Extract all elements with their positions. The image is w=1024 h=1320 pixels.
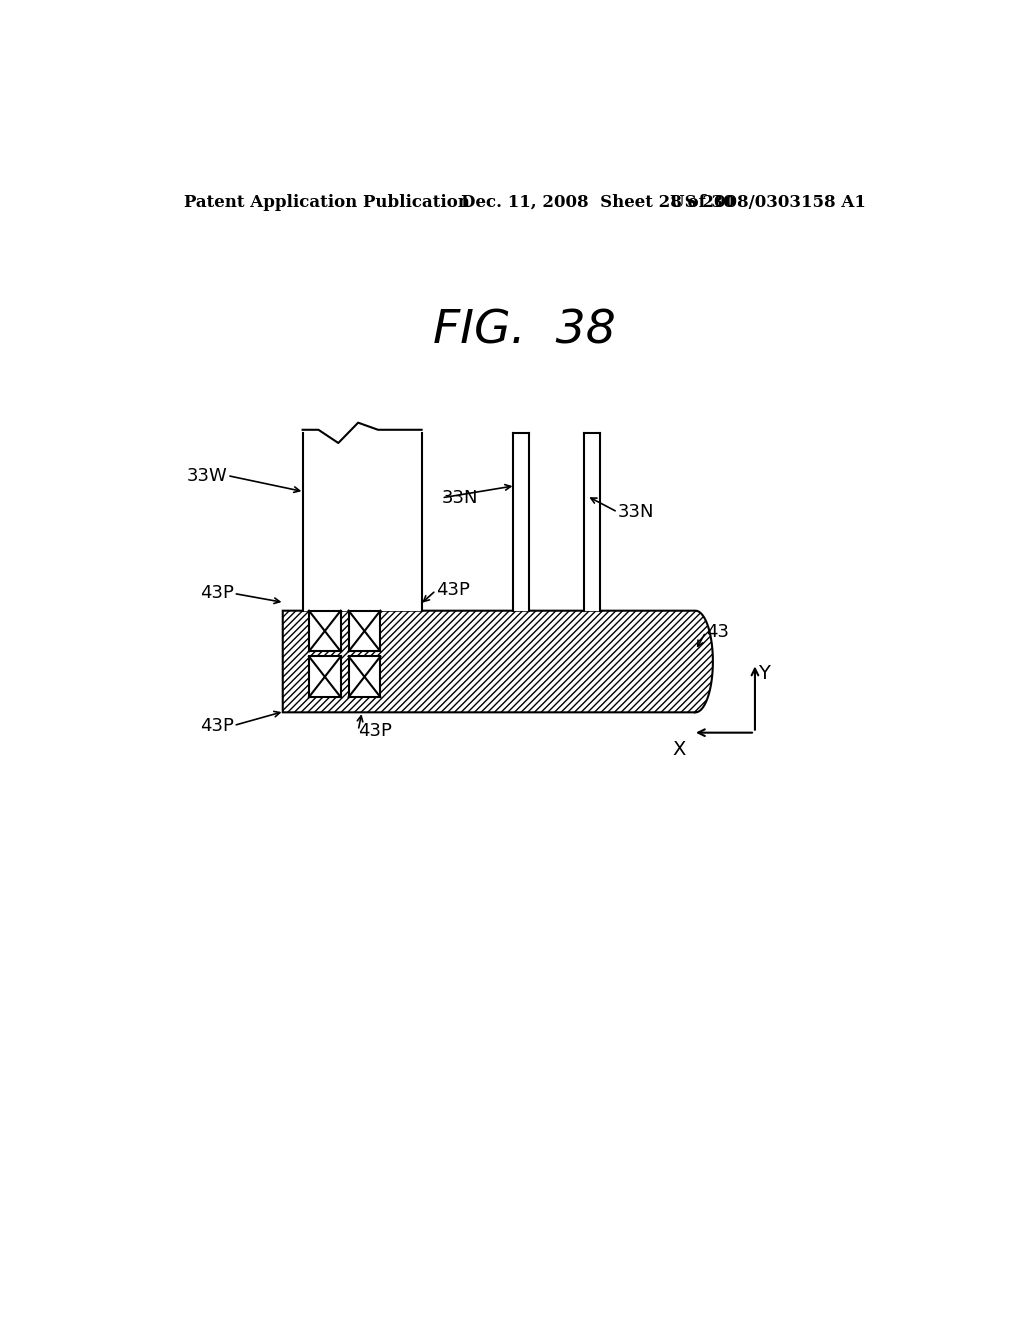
Polygon shape bbox=[309, 656, 341, 697]
Text: US 2008/0303158 A1: US 2008/0303158 A1 bbox=[670, 194, 866, 211]
Polygon shape bbox=[309, 611, 341, 651]
Text: 33W: 33W bbox=[186, 466, 227, 484]
Polygon shape bbox=[585, 433, 600, 611]
Text: 33N: 33N bbox=[441, 488, 478, 507]
Polygon shape bbox=[348, 656, 380, 697]
Text: 43: 43 bbox=[706, 623, 729, 642]
Text: 33N: 33N bbox=[617, 503, 654, 521]
Polygon shape bbox=[283, 611, 713, 713]
Text: Dec. 11, 2008  Sheet 28 of 30: Dec. 11, 2008 Sheet 28 of 30 bbox=[461, 194, 735, 211]
Polygon shape bbox=[513, 433, 528, 611]
Text: 43P: 43P bbox=[436, 581, 470, 599]
Text: 43P: 43P bbox=[358, 722, 392, 739]
Text: Patent Application Publication: Patent Application Publication bbox=[183, 194, 469, 211]
Polygon shape bbox=[303, 433, 422, 611]
Text: FIG.  38: FIG. 38 bbox=[433, 309, 616, 354]
Text: X: X bbox=[673, 741, 686, 759]
Text: Y: Y bbox=[759, 664, 770, 684]
Text: 43P: 43P bbox=[200, 717, 233, 734]
Text: 43P: 43P bbox=[200, 585, 233, 602]
Polygon shape bbox=[348, 611, 380, 651]
